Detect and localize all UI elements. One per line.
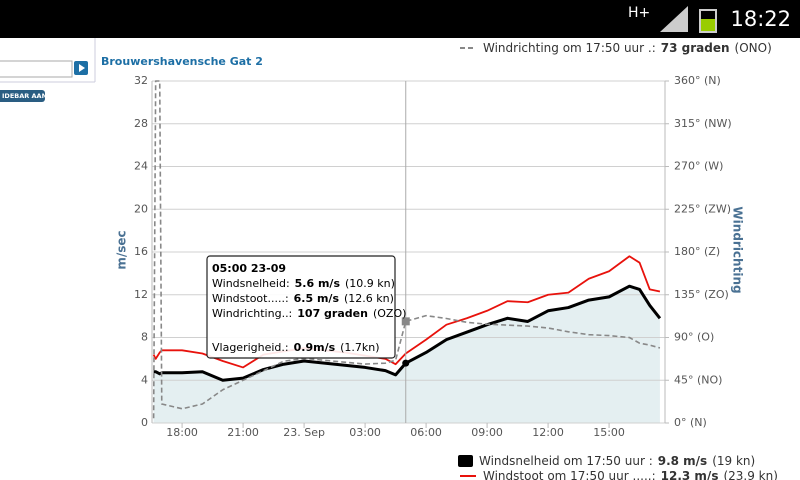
x-tick-label: 09:00: [471, 426, 503, 439]
y-axis-title: m/sec: [115, 230, 129, 269]
network-type: H+: [628, 5, 650, 21]
tooltip-label: Windstoot.....:: [212, 292, 289, 305]
tooltip-value: 5.6 m/s: [295, 277, 341, 290]
y2-tick-label: 180° (Z): [674, 245, 720, 258]
series-line: [152, 80, 661, 419]
y-tick-label: 24: [134, 160, 148, 173]
tooltip-extra: (10.9 kn): [345, 277, 395, 290]
legend-entry: Windstoot om 17:50 uur .....: 12.3 m/s (23…: [483, 469, 778, 480]
series-line: [152, 255, 661, 369]
legend-label: Windstoot om 17:50 uur .....:: [483, 469, 656, 480]
x-tick-label: 21:00: [227, 426, 259, 439]
x-tick-label: 12:00: [532, 426, 564, 439]
y-tick-label: 8: [141, 331, 148, 344]
y2-tick-label: 225° (ZW): [674, 202, 731, 215]
tooltip: 05:00 23-09 Windsnelheid: 5.6 m/s (10.9 kn)…: [206, 255, 406, 359]
hover-marker: [402, 359, 410, 367]
x-tick-label: 18:00: [166, 426, 198, 439]
x-tick-label: 03:00: [349, 426, 381, 439]
x-tick-label: 23. Sep: [283, 426, 325, 439]
y2-tick-label: 45° (NO): [674, 373, 722, 386]
legend-entry: Windsnelheid om 17:50 uur : 9.8 m/s (19 kn…: [479, 454, 755, 468]
y2-tick-label: 135° (ZO): [674, 288, 729, 301]
legend-label: Windsnelheid om 17:50 uur :: [479, 454, 653, 468]
battery-level: [701, 19, 715, 31]
tooltip-row: Windrichting..: 107 graden (OZO): [212, 307, 406, 320]
legend-entry: Windrichting om 17:50 uur .: 73 graden (ON…: [483, 41, 772, 55]
y2-tick-label: 0° (N): [674, 416, 707, 429]
y2-axis-title: Windrichting: [731, 206, 745, 293]
hover-marker: [401, 317, 410, 326]
area-fill: [153, 286, 660, 423]
tooltip-label: Vlagerigheid.:: [212, 341, 289, 354]
y2-tick-label: 360° (N): [674, 74, 721, 87]
tooltip-value: 0.9m/s: [294, 341, 336, 354]
tooltip-title: 05:00 23-09: [212, 262, 286, 275]
sidebar-button-label: IDEBAR AAN: [2, 92, 47, 100]
y2-tick-label: 90° (O): [674, 331, 714, 344]
x-tick-label: 06:00: [410, 426, 442, 439]
tooltip-row: Windsnelheid: 5.6 m/s (10.9 kn): [212, 277, 395, 290]
tooltip-label: Windrichting..:: [212, 307, 292, 320]
legend-value: 73 graden: [661, 41, 730, 55]
y2-tick-label: 315° (NW): [674, 117, 732, 130]
legend-value: 12.3 m/s: [661, 469, 719, 480]
legend-value: 9.8 m/s: [658, 454, 707, 468]
sidebar-button[interactable]: [0, 90, 45, 102]
tooltip-extra: (OZO): [373, 307, 406, 320]
tooltip-box: [206, 255, 396, 359]
y2-tick-label: 270° (W): [674, 160, 723, 173]
battery-icon: [699, 9, 717, 33]
tooltip-extra: (1.7kn): [340, 341, 379, 354]
y-tick-label: 32: [134, 74, 148, 87]
tooltip-row: Vlagerigheid.: 0.9m/s (1.7kn): [212, 341, 380, 354]
y-tick-label: 12: [134, 288, 148, 301]
chart-title: Brouwershavensche Gat 2: [101, 55, 263, 68]
go-icon: [79, 64, 85, 72]
legend-extra: (ONO): [735, 41, 772, 55]
search-input[interactable]: [0, 60, 73, 78]
tooltip-extra: (12.6 kn): [344, 292, 394, 305]
legend-swatch: [458, 455, 473, 467]
x-tick-label: 15:00: [593, 426, 625, 439]
clock: 18:22: [730, 7, 791, 31]
tooltip-value: 107 graden: [297, 307, 368, 320]
legend-extra: (19 kn): [712, 454, 755, 468]
legend-label: Windrichting om 17:50 uur .:: [483, 41, 656, 55]
y-tick-label: 0: [141, 416, 148, 429]
series-line: [153, 284, 662, 382]
tooltip-value: 6.5 m/s: [294, 292, 340, 305]
legend-extra: (23.9 kn): [723, 469, 777, 480]
y-tick-label: 20: [134, 202, 148, 215]
y-tick-label: 4: [141, 373, 148, 386]
y-tick-label: 28: [134, 117, 148, 130]
tooltip-label: Windsnelheid:: [212, 277, 290, 290]
signal-icon: [660, 6, 688, 32]
tooltip-row: Windstoot.....: 6.5 m/s (12.6 kn): [212, 292, 394, 305]
y-tick-label: 16: [134, 245, 148, 258]
